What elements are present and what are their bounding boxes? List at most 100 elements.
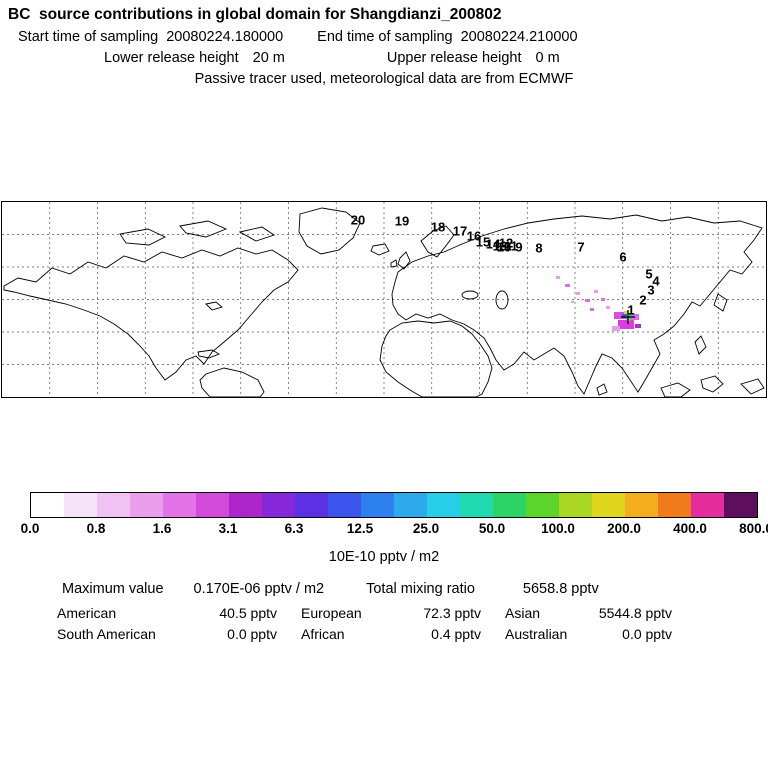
colorbar-units: 10E-10 pptv / m2 — [328, 549, 440, 565]
hotspot — [635, 324, 641, 328]
region-name: Asian — [505, 605, 541, 621]
coast-north-america — [3, 247, 299, 381]
region-value: 40.5 pptv — [219, 605, 277, 621]
world-map: 20 19 18 17 16 15 14 13 12 11 10 9 8 7 6 5 4 3 2 1 — [1, 201, 767, 398]
coast-philippines — [694, 335, 707, 355]
colorbar-tick: 6.3 — [284, 521, 304, 536]
coast-eurasia — [391, 214, 763, 395]
trajectory-label: 11 — [504, 239, 518, 254]
region-value: 5544.8 pptv — [598, 605, 672, 621]
coast-ireland — [390, 259, 398, 268]
coast-caribbean — [197, 349, 221, 359]
hotspot — [629, 313, 633, 316]
colorbar-segment — [724, 493, 757, 517]
total-mixing-value: 5658.8 pptv — [522, 581, 599, 597]
tracer-line: Passive tracer used, meteorological data… — [194, 71, 574, 87]
region-value: 0.0 pptv — [622, 626, 672, 642]
hotspot — [565, 284, 570, 287]
hotspot — [606, 306, 610, 309]
coast-borneo — [660, 382, 691, 397]
caspian-sea — [495, 290, 509, 310]
coast-britain — [397, 251, 411, 270]
hotspot — [571, 301, 574, 303]
colorbar — [30, 492, 758, 518]
source-marker — [621, 310, 635, 324]
colorbar-segment — [64, 493, 97, 517]
hotspot — [590, 308, 594, 311]
trajectory-label: 18 — [431, 220, 445, 235]
region-stat-american: American 40.5 pptv — [57, 605, 277, 621]
black-sea — [461, 290, 479, 300]
region-name: African — [301, 626, 345, 642]
upper-release-label: Upper release height — [386, 50, 522, 66]
trajectory-label: 13 — [493, 239, 507, 254]
coast-sri-lanka — [596, 383, 608, 396]
lower-release-label: Lower release height — [104, 50, 239, 66]
trajectory-label: 20 — [351, 213, 365, 228]
region-stat-asian: Asian 5544.8 pptv — [505, 605, 672, 621]
colorbar-segment — [295, 493, 328, 517]
start-time-label: Start time of sampling — [18, 29, 159, 45]
colorbar-segment — [31, 493, 64, 517]
colorbar-tick: 0.8 — [86, 521, 106, 536]
plot-title: BC source contributions in global domain… — [8, 6, 502, 23]
max-value: 0.170E-06 pptv / m2 — [193, 581, 325, 597]
colorbar-segment — [196, 493, 229, 517]
hotspot — [576, 292, 580, 295]
graticule — [2, 202, 766, 397]
coast-scandinavia — [420, 225, 455, 258]
hotspot — [601, 298, 605, 301]
end-time-value: 20080224.210000 — [460, 29, 578, 45]
region-name: American — [57, 605, 117, 621]
total-mixing-label: Total mixing ratio — [366, 581, 475, 597]
trajectory-label: 16 — [467, 229, 481, 244]
hotspot — [618, 320, 634, 329]
colorbar-segment — [625, 493, 658, 517]
trajectory-label: 14 — [486, 237, 501, 252]
trajectory-label: 4 — [652, 274, 660, 289]
hotspot — [556, 276, 560, 279]
colorbar-segment — [262, 493, 295, 517]
coast-africa — [379, 320, 493, 397]
region-stat-european: European 72.3 pptv — [301, 605, 481, 621]
trajectory-label: 5 — [645, 267, 652, 282]
great-lakes — [205, 301, 223, 311]
region-value: 0.0 pptv — [227, 626, 277, 642]
colorbar-tick: 800.0 — [739, 521, 768, 536]
region-name: South American — [57, 626, 156, 642]
colorbar-segment — [328, 493, 361, 517]
region-name: European — [301, 605, 362, 621]
colorbar-segment — [427, 493, 460, 517]
region-value: 72.3 pptv — [423, 605, 481, 621]
trajectory-label: 17 — [453, 224, 467, 239]
colorbar-segment — [526, 493, 559, 517]
upper-release-value: 0 m — [535, 50, 560, 66]
colorbar-tick: 0.0 — [20, 521, 40, 536]
coast-arctic-island-3 — [238, 226, 276, 242]
coast-japan — [713, 293, 728, 312]
trajectory-label: 12 — [499, 236, 513, 251]
hotspot — [624, 311, 628, 314]
colorbar-tick: 1.6 — [152, 521, 172, 536]
colorbar-segment — [658, 493, 691, 517]
hotspot — [585, 299, 590, 302]
start-time-value: 20080224.180000 — [166, 29, 284, 45]
coastlines — [3, 207, 765, 397]
colorbar-segment — [361, 493, 394, 517]
colorbar-tick: 50.0 — [478, 521, 506, 536]
colorbar-segment — [559, 493, 592, 517]
trajectory-label: 1 — [627, 303, 634, 318]
trajectory-label: 8 — [535, 241, 542, 256]
coast-arctic-island-1 — [119, 228, 167, 246]
colorbar-tick: 100.0 — [541, 521, 575, 536]
coast-sulawesi — [700, 375, 724, 393]
region-stat-south-american: South American 0.0 pptv — [57, 626, 277, 642]
colorbar-segment — [460, 493, 493, 517]
region-stats: American 40.5 pptv European 72.3 pptv As… — [0, 605, 768, 642]
max-value-label: Maximum value — [62, 581, 164, 597]
colorbar-tick: 200.0 — [607, 521, 641, 536]
trajectory-label: 9 — [515, 240, 522, 255]
coast-iceland — [370, 243, 390, 256]
region-stat-australian: Australian 0.0 pptv — [505, 626, 672, 642]
